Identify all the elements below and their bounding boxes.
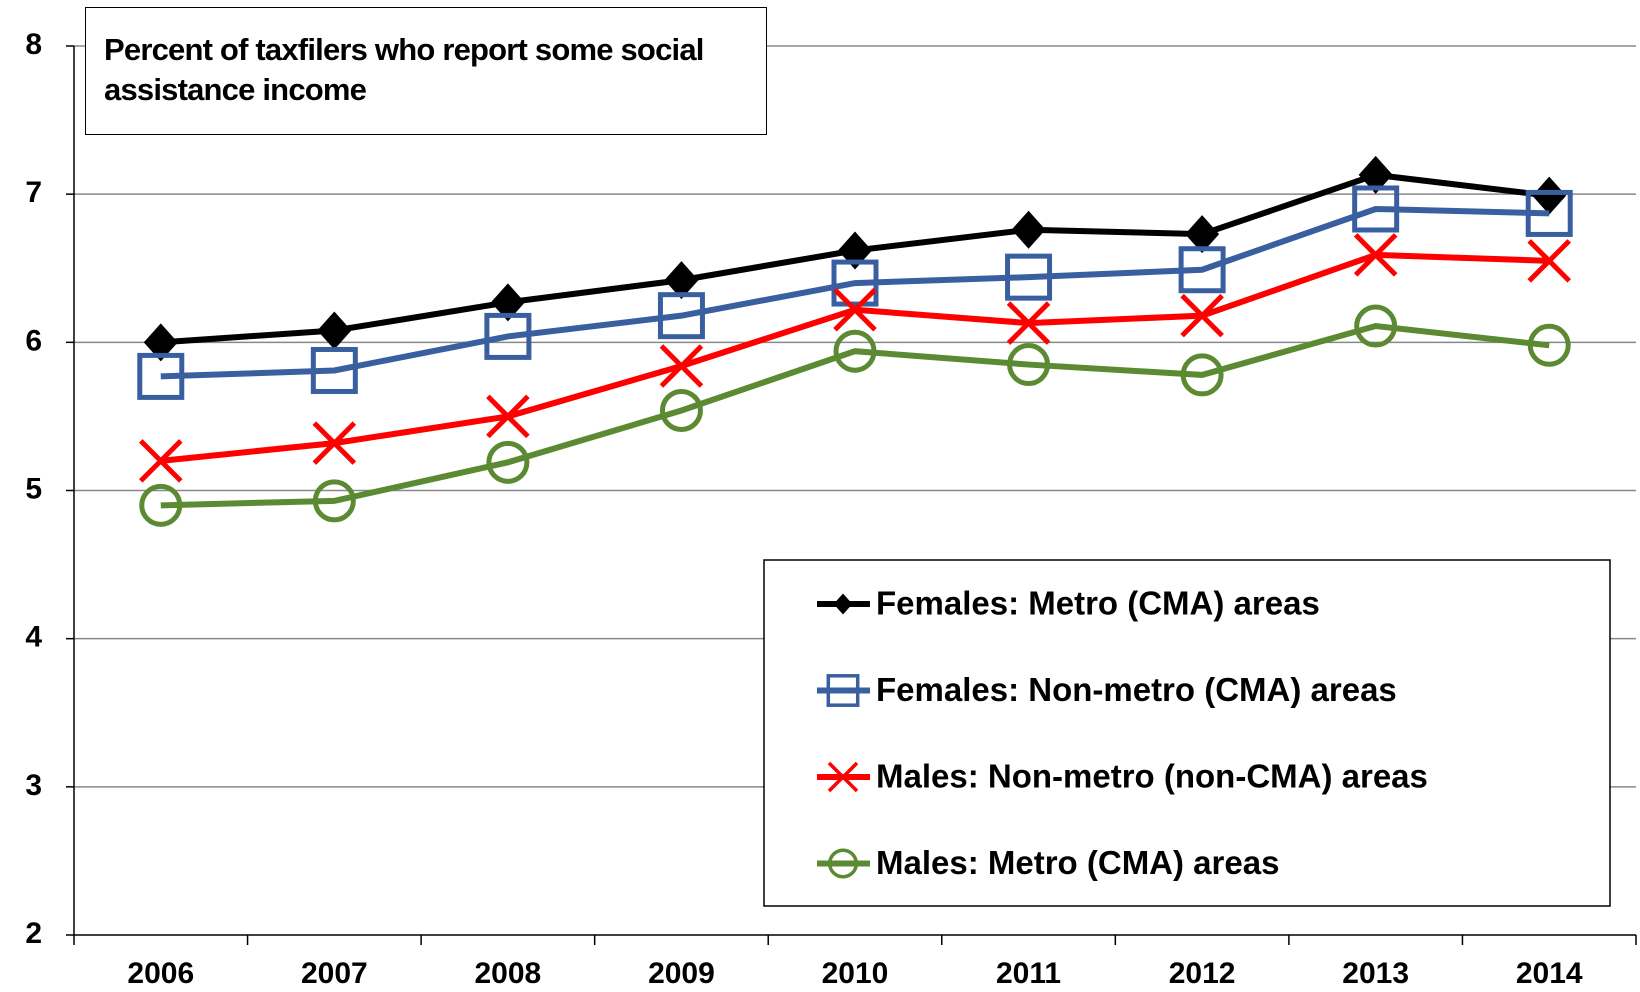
series-line <box>160 322 1550 509</box>
x-tick-label: 2014 <box>1516 957 1583 990</box>
marker-circle <box>1527 323 1571 367</box>
legend-label: Females: Metro (CMA) areas <box>876 585 1320 622</box>
marker-circle <box>1007 343 1051 387</box>
marker-diamond <box>1532 176 1567 215</box>
legend-marker <box>827 761 859 793</box>
marker-square <box>657 292 705 340</box>
marker-x <box>1006 301 1051 345</box>
legend-label: Males: Non-metro (non-CMA) areas <box>876 758 1428 795</box>
x-tick-label: 2012 <box>1169 957 1236 990</box>
y-tick-label: 2 <box>25 917 42 950</box>
marker-x <box>139 439 183 483</box>
marker-square <box>137 352 185 400</box>
y-tick-label: 3 <box>25 769 42 802</box>
marker-x <box>486 394 530 439</box>
y-tick-label: 8 <box>25 28 42 61</box>
marker-circle <box>659 388 703 432</box>
marker-square <box>831 259 879 307</box>
x-tick-label: 2006 <box>127 957 194 990</box>
marker-x <box>1353 233 1398 277</box>
marker-x <box>833 287 877 332</box>
legend-label: Males: Metro (CMA) areas <box>876 844 1279 881</box>
title-box: Percent of taxfilers who report some soc… <box>85 7 767 135</box>
marker-square <box>310 346 358 394</box>
x-tick-label: 2009 <box>648 957 715 990</box>
x-tick-label: 2011 <box>996 957 1061 990</box>
marker-diamond <box>664 261 699 300</box>
marker-x <box>312 421 357 465</box>
x-tick-label: 2013 <box>1342 957 1409 990</box>
marker-circle <box>139 483 183 527</box>
legend-marker <box>826 674 860 707</box>
y-tick-label: 5 <box>25 472 42 505</box>
marker-square <box>1525 189 1573 237</box>
y-tick-label: 4 <box>25 621 42 654</box>
marker-circle <box>833 329 877 373</box>
marker-x <box>1527 239 1571 283</box>
marker-diamond <box>490 283 525 322</box>
marker-circle <box>1354 304 1398 348</box>
marker-diamond <box>1185 215 1220 254</box>
x-tick-label: 2010 <box>822 957 889 990</box>
marker-circle <box>1180 353 1224 397</box>
x-tick-label: 2007 <box>301 957 368 990</box>
marker-x <box>659 344 704 388</box>
marker-square <box>1352 185 1400 233</box>
marker-square <box>1005 253 1053 301</box>
marker-circle <box>312 479 356 523</box>
marker-square <box>1178 246 1226 294</box>
marker-diamond <box>143 323 178 362</box>
y-tick-label: 7 <box>25 176 42 209</box>
marker-diamond <box>1358 155 1393 194</box>
legend-label: Females: Non-metro (CMA) areas <box>876 671 1397 708</box>
marker-x <box>1180 293 1224 338</box>
chart-title: Percent of taxfilers who report some soc… <box>104 32 704 107</box>
marker-diamond <box>1011 210 1046 249</box>
series-line <box>160 205 1550 380</box>
y-tick-label: 6 <box>25 324 42 357</box>
x-tick-label: 2008 <box>475 957 542 990</box>
marker-diamond <box>317 311 352 350</box>
legend-marker <box>827 848 859 879</box>
legend-box <box>763 559 1611 907</box>
marker-circle <box>486 440 530 484</box>
marker-square <box>484 312 532 360</box>
legend-marker <box>833 593 853 615</box>
